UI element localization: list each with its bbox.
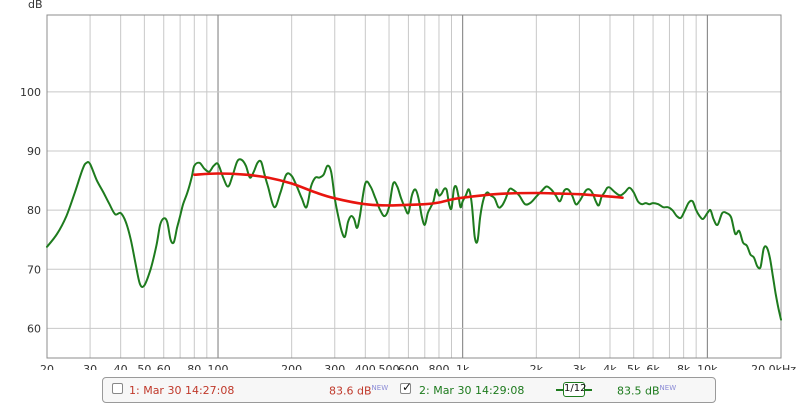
x-tick-label: 600 [398,363,419,370]
series-2-label[interactable]: 2: Mar 30 14:29:08 [419,384,525,397]
x-tick-label: 3k [573,363,587,370]
series-2-line-swatch-left [556,389,564,391]
x-tick-label: 100 [208,363,229,370]
frequency-response-plot[interactable]: 60 70 80 90 100 20 30 40 50 60 80 100 200 300 400 50060… [0,0,800,370]
checkmark-icon: ✓ [402,380,413,394]
x-tick-label: 2k [530,363,544,370]
x-tick-label: 1k [456,363,470,370]
x-tick-label: 6k [646,363,660,370]
series-2-level: 83.5 dBNEW [617,384,677,398]
series-1-checkbox[interactable] [112,383,123,394]
x-tick-label: 60 [157,363,171,370]
x-tick-label: 4k [603,363,617,370]
smoothing-value: 1/12 [563,382,586,397]
x-tick-label: 40 [114,363,128,370]
grid-lines [46,15,782,358]
series-2-new-badge: NEW [659,384,677,392]
series-1-label[interactable]: 1: Mar 30 14:27:08 [129,384,235,397]
y-tick-label: 80 [27,204,41,217]
x-tick-label: 20 [40,363,54,370]
y-tick-label: 100 [20,86,41,99]
x-tick-label: 200 [281,363,302,370]
x-tick-label: 8k [677,363,691,370]
legend-bar: 1: Mar 30 14:27:08 83.6 dBNEW ✓ 2: Mar 3… [102,377,716,403]
series-1-line [193,172,624,207]
y-axis-label: dB [28,0,43,11]
series-2-checkbox[interactable]: ✓ [400,380,413,394]
x-tick-label: 50 [137,363,151,370]
y-tick-label: 70 [27,263,41,276]
x-tick-label: 10k [697,363,718,370]
y-tick-label: 90 [27,145,41,158]
plot-frame [46,14,782,359]
series-1-new-badge: NEW [371,384,389,392]
x-tick-label: 800 [428,363,449,370]
series-2-line-swatch-right [584,389,592,391]
series-1-level: 83.6 dBNEW [329,384,389,398]
series-layer [46,158,782,321]
series-2-line [46,158,782,321]
x-tick-label: 400 [355,363,376,370]
x-tick-label: 20.0kHz [751,363,796,370]
x-tick-label: 5k [627,363,641,370]
x-tick-label: 30 [83,363,97,370]
x-tick-label: 80 [187,363,201,370]
y-tick-label: 60 [27,322,41,335]
tick-labels: 60 70 80 90 100 20 30 40 50 60 80 100 200 300 400 50060… [20,86,796,370]
x-tick-label: 300 [324,363,345,370]
x-tick-label: 500 [379,363,400,370]
